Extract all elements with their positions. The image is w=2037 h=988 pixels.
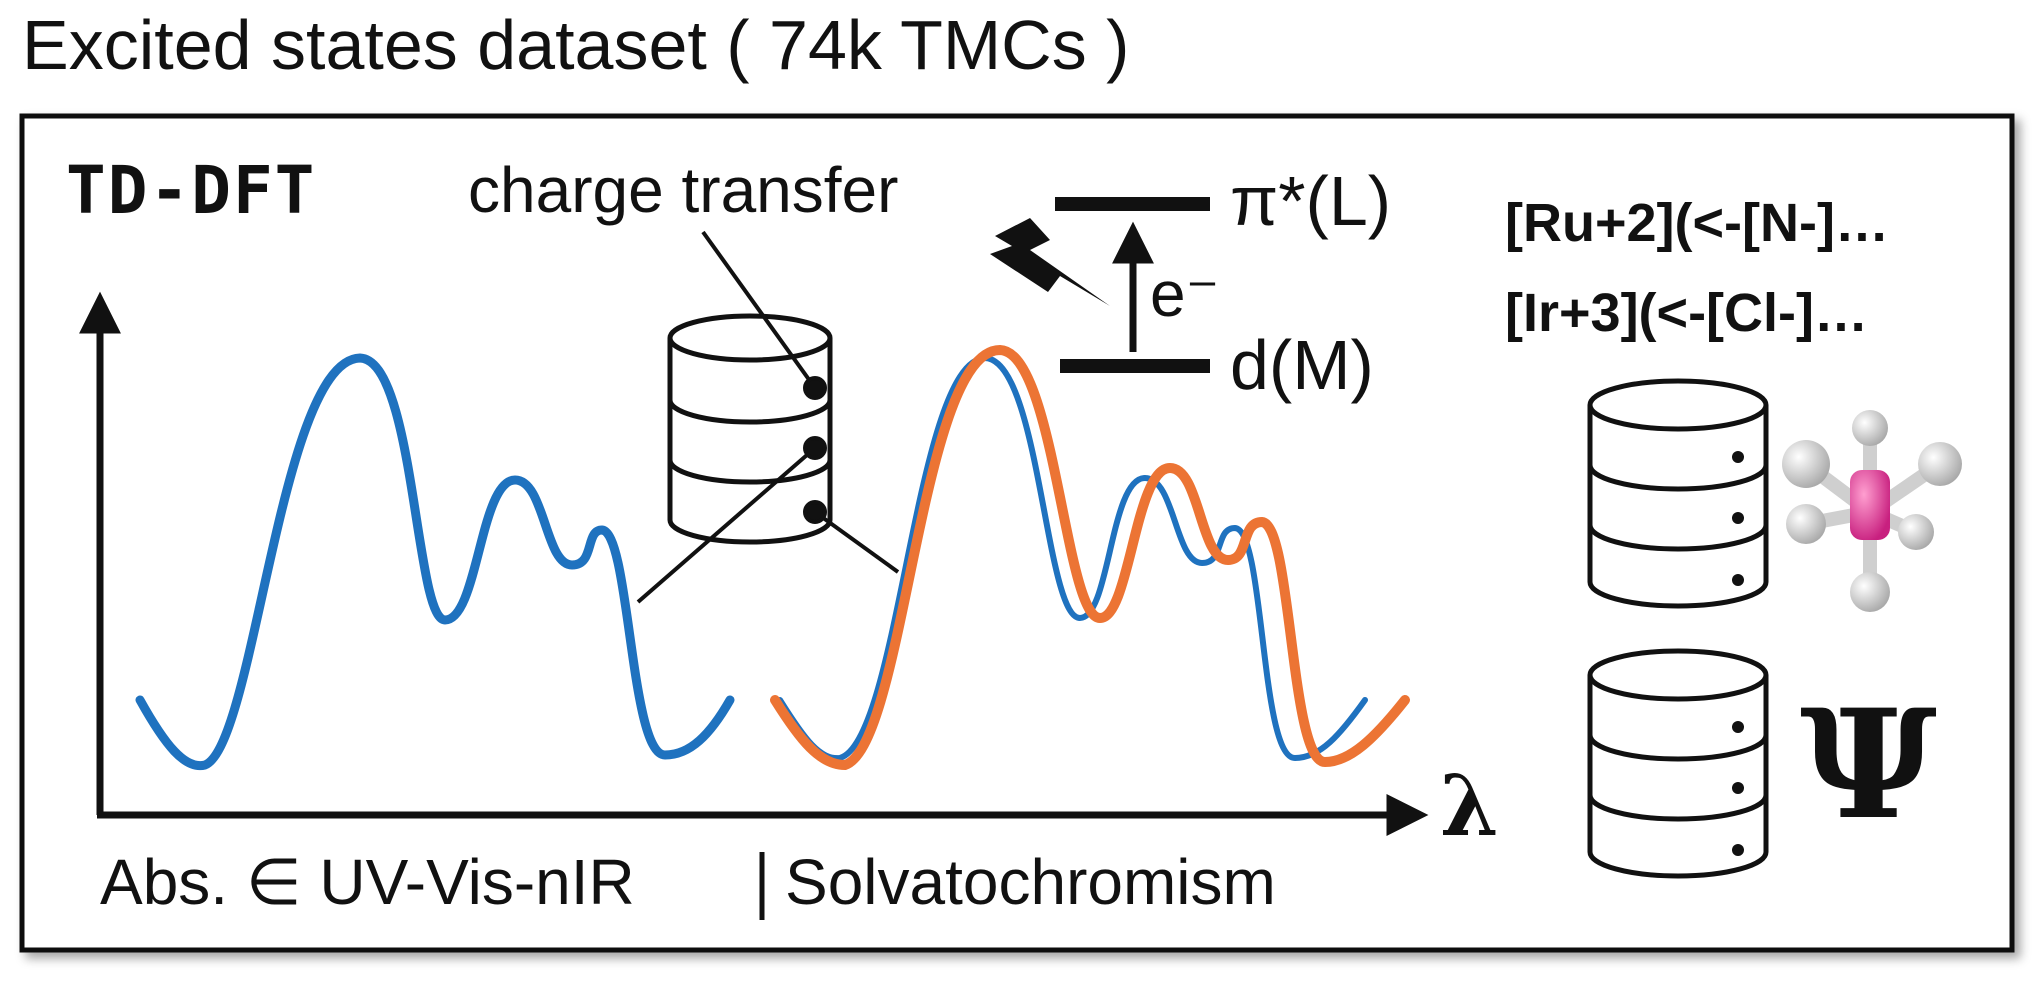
- method-label: TD-DFT: [66, 152, 317, 229]
- figure-title: Excited states dataset ( 74k TMCs ): [22, 6, 1130, 84]
- database-icon: [1587, 648, 1769, 879]
- molecule-icon: [1782, 410, 1962, 612]
- solvatochromism-spectrum-blue: [777, 354, 1368, 762]
- wavefunction-symbol: Ψ: [1800, 677, 1937, 853]
- wavelength-symbol: λ: [1440, 756, 1499, 855]
- absorption-spectrum: [135, 353, 735, 771]
- smiles-ru: [Ru+2](<-[N-]…: [1505, 193, 1889, 253]
- electron-label: e⁻: [1150, 258, 1220, 330]
- footer-solvatochromism: Solvatochromism: [785, 846, 1276, 918]
- charge-transfer-leaders: [636, 230, 900, 604]
- database-dots: [1732, 451, 1744, 586]
- footer-absorption: Abs. ∈ UV-Vis-nIR: [100, 846, 635, 918]
- database-icon: [667, 313, 833, 545]
- orbital-bottom-label: d(M): [1230, 326, 1374, 404]
- database-icon: [1587, 378, 1769, 609]
- lightning-icon: [990, 218, 1110, 306]
- charge-transfer-label: charge transfer: [468, 154, 899, 226]
- smiles-ir: [Ir+3](<-[Cl-]…: [1505, 283, 1868, 343]
- orbital-top-label: π*(L): [1230, 162, 1392, 240]
- solvatochromism-spectrum-orange: [770, 344, 1410, 771]
- database-dots: [1732, 721, 1744, 856]
